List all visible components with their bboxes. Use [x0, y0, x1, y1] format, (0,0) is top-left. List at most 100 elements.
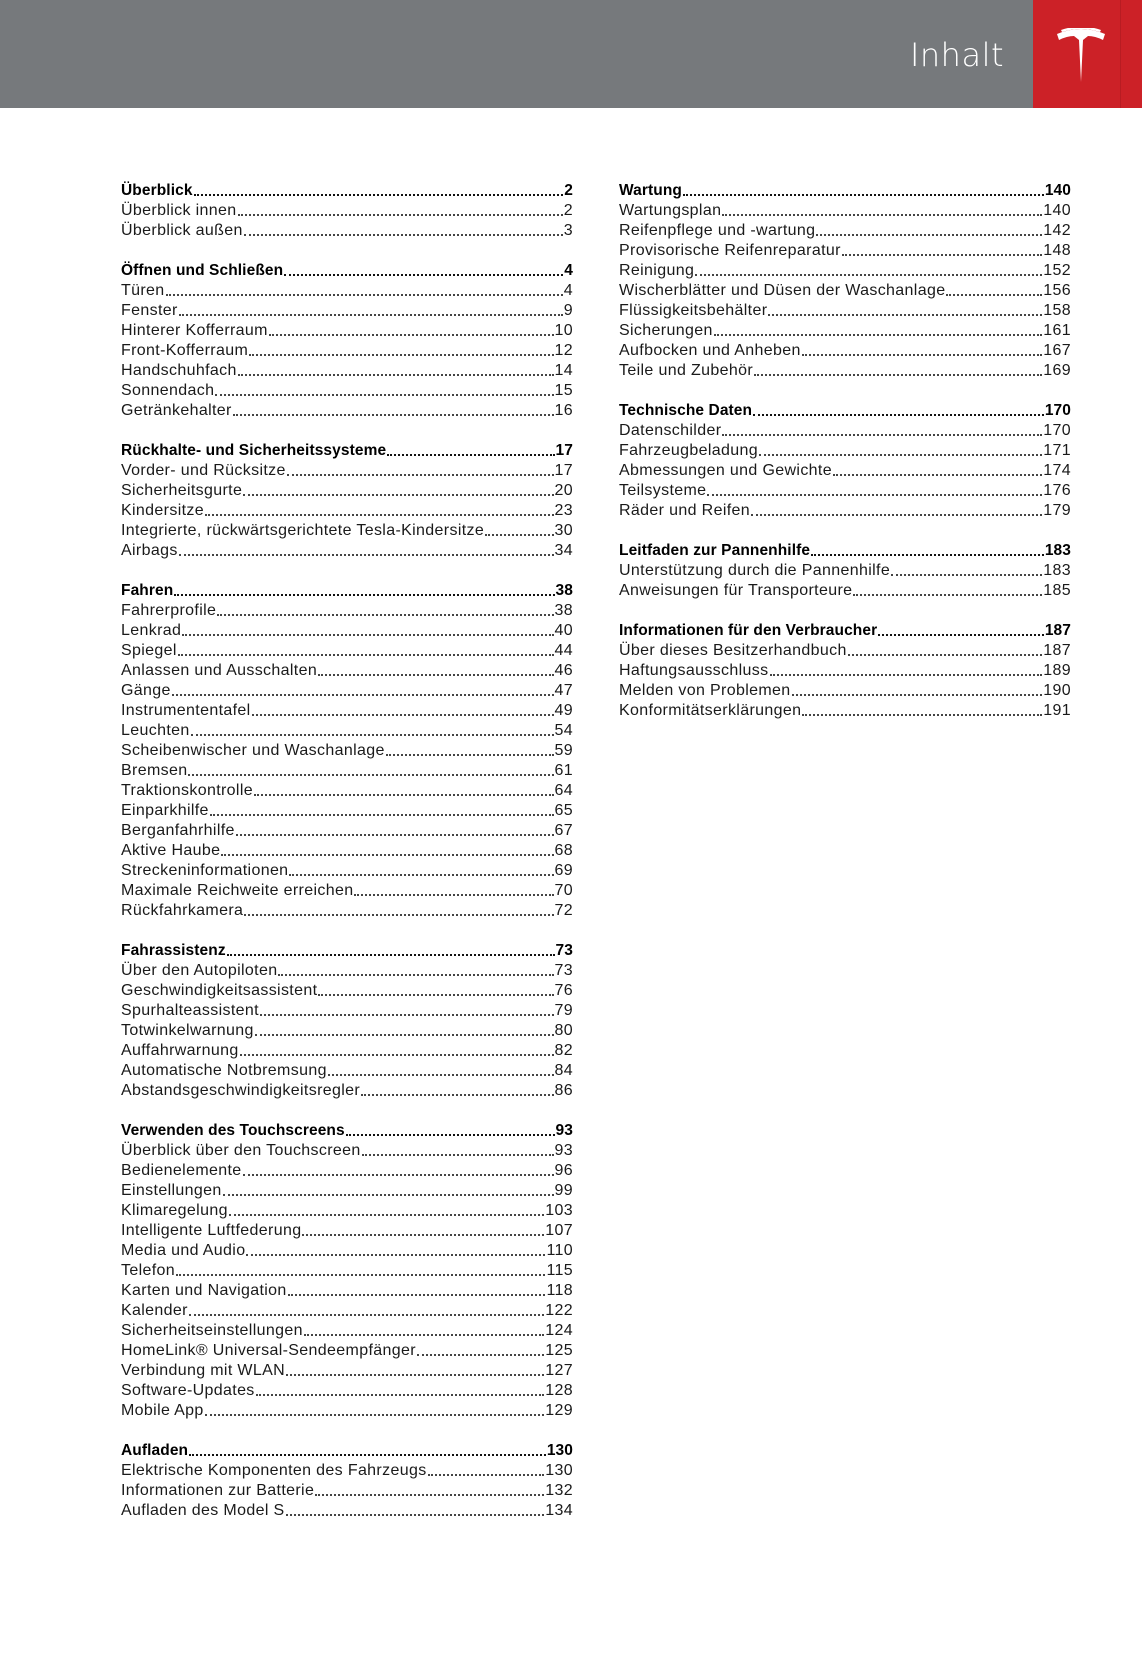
toc-entry[interactable]: Gänge 47: [121, 681, 573, 701]
toc-entry[interactable]: Auffahrwarnung 82: [121, 1041, 573, 1061]
toc-entry[interactable]: Verbindung mit WLAN 127: [121, 1361, 573, 1381]
toc-entry[interactable]: Datenschilder 170: [619, 421, 1071, 441]
toc-entry[interactable]: Aufladen des Model S 134: [121, 1501, 573, 1521]
toc-entry[interactable]: Spurhalteassistent 79: [121, 1001, 573, 1021]
toc-entry[interactable]: Berganfahrhilfe 67: [121, 821, 573, 841]
toc-entry[interactable]: Instrumententafel 49: [121, 701, 573, 721]
toc-entry[interactable]: Räder und Reifen 179: [619, 501, 1071, 521]
toc-entry[interactable]: Melden von Problemen 190: [619, 681, 1071, 701]
toc-entry[interactable]: Vorder- und Rücksitze 17: [121, 461, 573, 481]
toc-section-heading[interactable]: Fahren 38: [121, 581, 573, 601]
toc-entry[interactable]: Hinterer Kofferraum 10: [121, 321, 573, 341]
toc-entry[interactable]: Abstandsgeschwindigkeitsregler 86: [121, 1081, 573, 1101]
toc-entry[interactable]: Flüssigkeitsbehälter 158: [619, 301, 1071, 321]
toc-entry[interactable]: Airbags 34: [121, 541, 573, 561]
toc-page-number: 124: [545, 1322, 573, 1339]
toc-section: Wartung 140 Wartungsplan 140 Reifenpflege un…: [619, 181, 1071, 381]
toc-entry[interactable]: Aufbocken und Anheben 167: [619, 341, 1071, 361]
toc-entry[interactable]: Fahrzeugbeladung 171: [619, 441, 1071, 461]
toc-page-number: 125: [545, 1342, 573, 1359]
toc-entry[interactable]: Wartungsplan 140: [619, 201, 1071, 221]
toc-page-number: 2: [564, 182, 573, 199]
toc-entry[interactable]: Haftungsausschluss 189: [619, 661, 1071, 681]
toc-entry[interactable]: Totwinkelwarnung 80: [121, 1021, 573, 1041]
toc-section-heading[interactable]: Leitfaden zur Pannenhilfe 183: [619, 541, 1071, 561]
toc-entry[interactable]: Fahrerprofile 38: [121, 601, 573, 621]
toc-entry[interactable]: Über den Autopiloten 73: [121, 961, 573, 981]
toc-entry[interactable]: Unterstützung durch die Pannenhilfe 183: [619, 561, 1071, 581]
toc-entry[interactable]: Intelligente Luftfederung 107: [121, 1221, 573, 1241]
toc-page-number: 54: [554, 722, 573, 739]
toc-page-number: 14: [554, 362, 573, 379]
toc-entry[interactable]: Streckeninformationen 69: [121, 861, 573, 881]
toc-section-heading[interactable]: Wartung 140: [619, 181, 1071, 201]
toc-label: Integrierte, rückwärtsgerichtete Tesla-K…: [121, 522, 485, 539]
toc-entry[interactable]: Handschuhfach 14: [121, 361, 573, 381]
toc-section-heading[interactable]: Informationen für den Verbraucher 187: [619, 621, 1071, 641]
toc-label: Reifenpflege und -wartung: [619, 222, 816, 239]
toc-entry[interactable]: Anweisungen für Transporteure 185: [619, 581, 1071, 601]
toc-entry[interactable]: Maximale Reichweite erreichen 70: [121, 881, 573, 901]
toc-entry[interactable]: Kalender 122: [121, 1301, 573, 1321]
toc-section-heading[interactable]: Technische Daten 170: [619, 401, 1071, 421]
toc-section-heading[interactable]: Überblick 2: [121, 181, 573, 201]
toc-section-heading[interactable]: Fahrassistenz 73: [121, 941, 573, 961]
toc-entry[interactable]: Karten und Navigation 118: [121, 1281, 573, 1301]
toc-entry[interactable]: Konformitätserklärungen 191: [619, 701, 1071, 721]
toc-entry[interactable]: Teile und Zubehör 169: [619, 361, 1071, 381]
toc-entry[interactable]: Überblick innen 2: [121, 201, 573, 221]
toc-entry[interactable]: Sicherheitseinstellungen 124: [121, 1321, 573, 1341]
toc-entry[interactable]: Reinigung 152: [619, 261, 1071, 281]
toc-entry[interactable]: Integrierte, rückwärtsgerichtete Tesla-K…: [121, 521, 573, 541]
toc-entry[interactable]: Provisorische Reifenreparatur 148: [619, 241, 1071, 261]
dot-leader: [286, 474, 554, 476]
toc-section-heading[interactable]: Rückhalte- und Sicherheitssysteme 17: [121, 441, 573, 461]
toc-entry[interactable]: Über dieses Besitzerhandbuch 187: [619, 641, 1071, 661]
toc-entry[interactable]: Überblick über den Touchscreen 93: [121, 1141, 573, 1161]
toc-entry[interactable]: Rückfahrkamera 72: [121, 901, 573, 921]
toc-section-heading[interactable]: Aufladen 130: [121, 1441, 573, 1461]
toc-entry[interactable]: Überblick außen 3: [121, 221, 573, 241]
toc-entry[interactable]: Bremsen 61: [121, 761, 573, 781]
toc-entry[interactable]: Traktionskontrolle 64: [121, 781, 573, 801]
toc-section-heading[interactable]: Öffnen und Schließen 4: [121, 261, 573, 281]
toc-entry[interactable]: Front-Kofferraum 12: [121, 341, 573, 361]
toc-entry[interactable]: Sicherungen 161: [619, 321, 1071, 341]
toc-entry[interactable]: Media und Audio 110: [121, 1241, 573, 1261]
toc-entry[interactable]: Mobile App 129: [121, 1401, 573, 1421]
toc-entry[interactable]: Sicherheitsgurte 20: [121, 481, 573, 501]
toc-label: Lenkrad: [121, 622, 182, 639]
toc-entry[interactable]: Kindersitze 23: [121, 501, 573, 521]
toc-page-number: 171: [1043, 442, 1071, 459]
toc-entry[interactable]: Getränkehalter 16: [121, 401, 573, 421]
toc-entry[interactable]: Informationen zur Batterie 132: [121, 1481, 573, 1501]
dot-leader: [251, 714, 554, 716]
toc-entry[interactable]: Fenster 9: [121, 301, 573, 321]
toc-entry[interactable]: Bedienelemente 96: [121, 1161, 573, 1181]
toc-entry[interactable]: Reifenpflege und -wartung 142: [619, 221, 1071, 241]
toc-entry[interactable]: Software-Updates 128: [121, 1381, 573, 1401]
tesla-logo-icon: [1057, 28, 1105, 82]
toc-entry[interactable]: Klimaregelung 103: [121, 1201, 573, 1221]
toc-entry[interactable]: Einparkhilfe 65: [121, 801, 573, 821]
toc-entry[interactable]: HomeLink® Universal-Sendeempfänger 125: [121, 1341, 573, 1361]
toc-entry[interactable]: Abmessungen und Gewichte 174: [619, 461, 1071, 481]
toc-entry[interactable]: Lenkrad 40: [121, 621, 573, 641]
toc-entry[interactable]: Anlassen und Ausschalten 46: [121, 661, 573, 681]
toc-entry[interactable]: Wischerblätter und Düsen der Waschanlage…: [619, 281, 1071, 301]
toc-entry[interactable]: Türen 4: [121, 281, 573, 301]
toc-entry[interactable]: Spiegel 44: [121, 641, 573, 661]
toc-entry[interactable]: Elektrische Komponenten des Fahrzeugs 130: [121, 1461, 573, 1481]
toc-entry[interactable]: Sonnendach 15: [121, 381, 573, 401]
toc-entry[interactable]: Automatische Notbremsung 84: [121, 1061, 573, 1081]
toc-section-heading[interactable]: Verwenden des Touchscreens 93: [121, 1121, 573, 1141]
toc-entry[interactable]: Scheibenwischer und Waschanlage 59: [121, 741, 573, 761]
toc-entry[interactable]: Einstellungen 99: [121, 1181, 573, 1201]
toc-entry[interactable]: Telefon 115: [121, 1261, 573, 1281]
toc-entry[interactable]: Teilsysteme 176: [619, 481, 1071, 501]
toc-entry[interactable]: Leuchten 54: [121, 721, 573, 741]
toc-page-number: 72: [554, 902, 573, 919]
toc-label: Scheibenwischer und Waschanlage: [121, 742, 385, 759]
toc-entry[interactable]: Geschwindigkeitsassistent 76: [121, 981, 573, 1001]
toc-entry[interactable]: Aktive Haube 68: [121, 841, 573, 861]
